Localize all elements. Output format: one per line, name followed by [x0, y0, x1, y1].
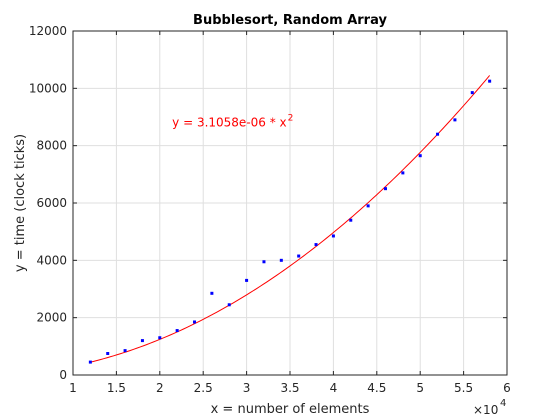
- x-axis-multiplier-exponent: 4: [500, 398, 506, 409]
- data-point: [436, 132, 440, 136]
- x-axis-title: x = number of elements: [211, 402, 370, 417]
- data-point: [297, 254, 301, 258]
- y-tick-label: 12000: [29, 24, 67, 38]
- y-tick-label: 2000: [36, 311, 67, 325]
- data-point: [210, 291, 214, 295]
- y-tick-label: 10000: [29, 81, 67, 95]
- x-tick-label: 1.5: [107, 381, 126, 395]
- x-tick-label: 1: [69, 381, 77, 395]
- fit-curve-group: [90, 75, 491, 363]
- y-tick-label: 6000: [36, 196, 67, 210]
- data-point: [106, 352, 110, 355]
- x-tick-label: 2: [156, 381, 164, 395]
- tick-labels: 1 1.5 2 2.5 3 3.5 4 4.5 5 5.5 6 0 2000 4000 6000 8000 10…: [29, 24, 511, 395]
- equation-annotation: y = 3.1058e-06 * x 2: [172, 114, 293, 130]
- data-point: [158, 336, 162, 340]
- x-tick-label: 3.5: [280, 381, 299, 395]
- x-tick-label: 4: [330, 381, 338, 395]
- data-point: [366, 204, 370, 208]
- data-point: [245, 278, 249, 282]
- data-point: [193, 320, 197, 324]
- x-tick-label: 3: [243, 381, 251, 395]
- equation-text: y = 3.1058e-06 * x: [172, 116, 287, 130]
- data-point: [227, 303, 231, 307]
- data-point: [349, 218, 353, 222]
- data-point: [123, 349, 127, 353]
- data-point: [262, 260, 266, 264]
- axes: [72, 30, 508, 376]
- y-tick-label: 0: [59, 368, 67, 382]
- data-point: [418, 154, 422, 158]
- y-tick-label: 8000: [36, 139, 67, 153]
- data-point: [331, 234, 335, 238]
- data-point: [383, 187, 387, 191]
- grid: [73, 31, 507, 375]
- x-tick-label: 5.5: [454, 381, 473, 395]
- data-point: [453, 118, 457, 122]
- x-tick-label: 2.5: [194, 381, 213, 395]
- fit-curve: [90, 75, 491, 363]
- data-point: [279, 258, 283, 262]
- data-point: [470, 91, 474, 95]
- data-point: [488, 79, 492, 83]
- x-axis-multiplier-base: ×10: [473, 403, 498, 417]
- data-point: [175, 329, 179, 333]
- equation-exponent: 2: [288, 114, 294, 124]
- x-tick-label: 4.5: [367, 381, 386, 395]
- data-point: [314, 243, 318, 247]
- data-points: [88, 79, 492, 364]
- y-tick-label: 4000: [36, 253, 67, 267]
- data-point: [88, 360, 92, 364]
- y-axis-title: y = time (clock ticks): [13, 134, 28, 272]
- data-point: [140, 339, 144, 343]
- x-tick-label: 6: [503, 381, 511, 395]
- x-axis-multiplier: ×10 4: [473, 398, 506, 417]
- x-tick-label: 5: [416, 381, 424, 395]
- chart-title: Bubblesort, Random Array: [193, 13, 387, 28]
- data-point: [401, 171, 405, 175]
